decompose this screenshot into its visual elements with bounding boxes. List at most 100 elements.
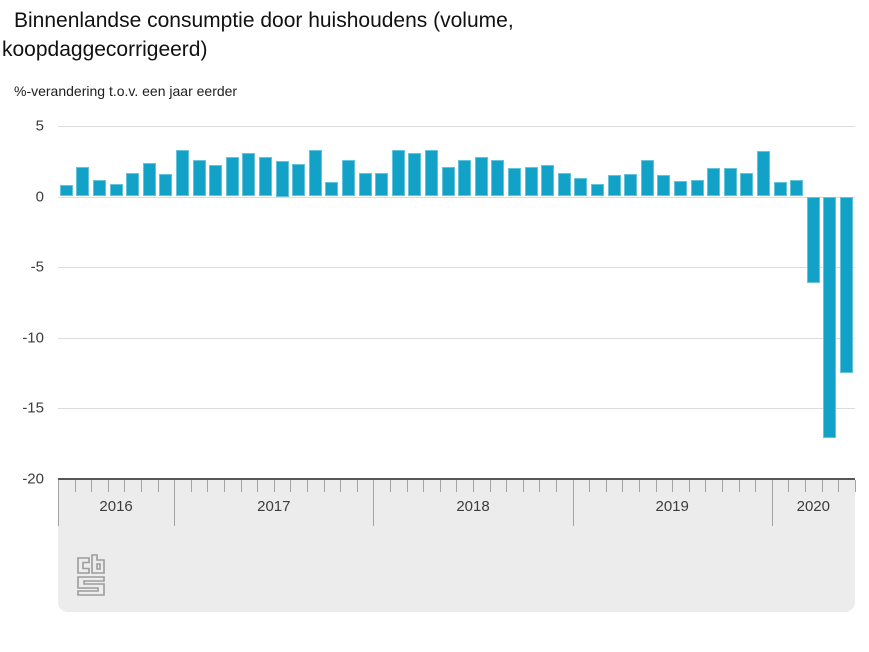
month-tick — [605, 480, 607, 492]
bar-2016-11 — [142, 162, 156, 197]
y-tick-label: -10 — [22, 329, 44, 346]
month-tick — [390, 480, 391, 492]
bar-2017-04 — [225, 157, 239, 197]
bar-2019-12 — [757, 151, 770, 197]
bar-2018-03 — [408, 152, 422, 197]
bar-2019-01 — [574, 178, 588, 197]
month-tick — [224, 480, 225, 492]
month-tick — [821, 480, 823, 492]
bar-2019-11 — [740, 172, 754, 197]
bar-2019-02 — [591, 183, 604, 197]
month-tick — [522, 480, 524, 492]
bar-2020-05 — [840, 196, 853, 373]
bar-2019-09 — [707, 168, 721, 197]
bar-2018-07 — [474, 157, 488, 197]
month-tick — [307, 480, 308, 492]
bar-2018-01 — [375, 172, 389, 197]
bar-2016-10 — [126, 172, 140, 197]
month-tick — [489, 480, 491, 492]
year-label-2018: 2018 — [456, 498, 490, 515]
month-tick — [240, 480, 242, 492]
gridline-5 — [58, 126, 855, 127]
bar-2018-12 — [557, 172, 571, 197]
month-tick — [805, 480, 806, 492]
y-tick-label: -20 — [22, 470, 44, 487]
bar-2018-06 — [458, 159, 472, 197]
month-tick — [738, 480, 740, 492]
bar-2019-10 — [723, 168, 737, 197]
month-tick — [423, 480, 425, 492]
x-axis-band: 2016 2017 2018 2019 2020 — [58, 478, 856, 612]
month-tick — [639, 480, 640, 492]
bar-2018-09 — [508, 168, 521, 197]
month-tick — [107, 480, 109, 492]
month-tick — [705, 480, 707, 492]
month-tick — [91, 480, 93, 492]
month-tick — [356, 480, 358, 492]
bar-2020-02 — [790, 179, 804, 197]
year-separator-tick — [572, 480, 574, 526]
month-tick — [755, 480, 757, 492]
chart-title-line1: Binnenlandse consumptie door huishoudens… — [14, 9, 514, 32]
bar-2017-01 — [176, 149, 189, 197]
year-label-2017: 2017 — [257, 498, 291, 515]
month-tick — [838, 480, 840, 492]
month-tick — [589, 480, 591, 492]
month-tick — [456, 480, 458, 492]
gridline--15 — [58, 408, 855, 409]
gridline--5 — [58, 267, 855, 268]
bar-2018-04 — [425, 149, 438, 197]
bar-2019-05 — [640, 159, 654, 197]
bar-2017-10 — [325, 182, 339, 197]
bar-2019-03 — [607, 175, 621, 197]
bar-2019-04 — [624, 173, 638, 197]
year-label-2020: 2020 — [796, 498, 830, 515]
month-tick — [688, 480, 690, 492]
bar-2019-08 — [690, 179, 704, 197]
chart-title-line2: koopdaggecorrigeerd) — [2, 38, 208, 61]
chart-title: Binnenlandse consumptie door huishoudens… — [0, 6, 860, 64]
bar-2018-05 — [441, 166, 455, 197]
bar-2017-07 — [275, 161, 289, 197]
month-tick — [207, 480, 209, 492]
year-separator-tick — [174, 480, 176, 526]
bar-2020-03 — [806, 196, 820, 283]
bar-2016-07 — [76, 166, 90, 197]
bar-2017-12 — [358, 172, 372, 197]
year-label-2019: 2019 — [655, 498, 689, 515]
bar-2018-10 — [524, 166, 538, 197]
gridline-0 — [58, 196, 855, 198]
month-tick — [406, 480, 408, 492]
month-tick — [722, 480, 723, 492]
bar-2017-09 — [308, 149, 322, 197]
month-tick — [788, 480, 790, 492]
month-tick — [854, 480, 856, 492]
bar-2020-04 — [823, 196, 837, 438]
month-tick — [141, 480, 142, 492]
bar-2017-02 — [192, 159, 206, 197]
bar-2018-08 — [491, 159, 505, 197]
month-tick — [622, 480, 624, 492]
month-tick — [74, 480, 76, 492]
year-separator-tick — [373, 480, 375, 526]
bar-2016-09 — [109, 183, 123, 197]
bar-2018-02 — [391, 149, 405, 197]
y-tick-label: 5 — [35, 117, 44, 135]
month-tick — [473, 480, 474, 492]
month-tick — [257, 480, 259, 492]
bar-2016-12 — [159, 173, 173, 197]
month-tick — [556, 480, 557, 492]
month-tick — [323, 480, 325, 492]
bar-2016-06 — [59, 185, 73, 197]
bar-2017-11 — [342, 159, 355, 197]
month-tick — [672, 480, 674, 492]
bar-2019-06 — [657, 175, 671, 197]
bar-2018-11 — [541, 165, 555, 197]
bar-2016-08 — [93, 179, 106, 197]
cbs-logo — [77, 554, 105, 596]
y-tick-label: 0 — [35, 188, 44, 205]
month-tick — [290, 480, 292, 492]
chart-subtitle: %-verandering t.o.v. een jaar eerder — [14, 83, 238, 99]
y-tick-label: -5 — [30, 258, 44, 276]
